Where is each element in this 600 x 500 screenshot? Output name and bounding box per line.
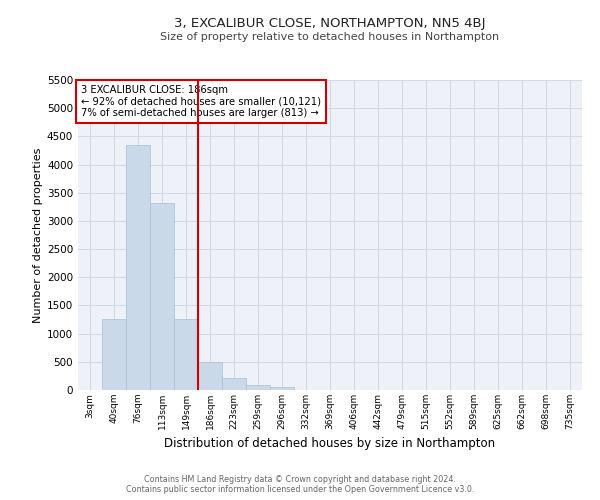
Text: 3, EXCALIBUR CLOSE, NORTHAMPTON, NN5 4BJ: 3, EXCALIBUR CLOSE, NORTHAMPTON, NN5 4BJ	[174, 18, 486, 30]
Bar	[222, 378, 246, 390]
Y-axis label: Number of detached properties: Number of detached properties	[33, 148, 43, 322]
Bar	[126, 145, 150, 390]
Text: 3 EXCALIBUR CLOSE: 186sqm
← 92% of detached houses are smaller (10,121)
7% of se: 3 EXCALIBUR CLOSE: 186sqm ← 92% of detac…	[80, 84, 320, 118]
X-axis label: Distribution of detached houses by size in Northampton: Distribution of detached houses by size …	[164, 438, 496, 450]
Text: Contains HM Land Registry data © Crown copyright and database right 2024.
Contai: Contains HM Land Registry data © Crown c…	[126, 474, 474, 494]
Bar	[246, 384, 270, 390]
Bar	[174, 319, 198, 390]
Bar	[102, 319, 126, 390]
Bar	[150, 204, 174, 390]
Text: Size of property relative to detached houses in Northampton: Size of property relative to detached ho…	[160, 32, 500, 42]
Bar	[270, 386, 294, 390]
Bar	[198, 362, 222, 390]
